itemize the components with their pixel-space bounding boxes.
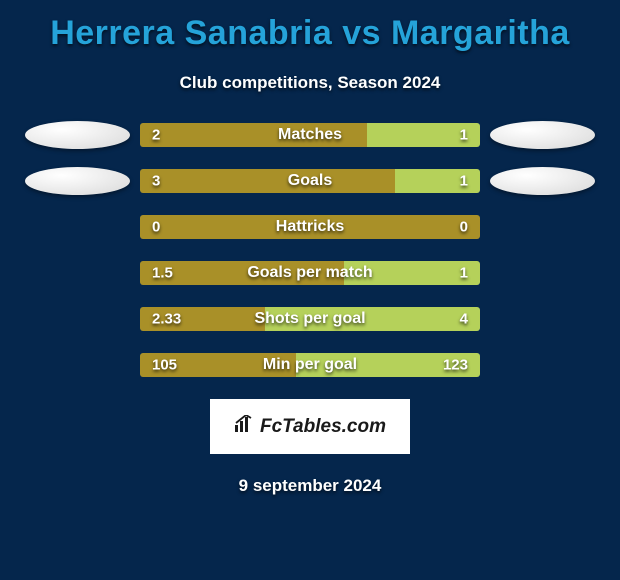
- stat-value-left: 3: [152, 173, 160, 190]
- stat-bar: 2 Matches 1: [140, 123, 480, 147]
- avatar-ellipse: [25, 167, 130, 195]
- stat-value-left: 2.33: [152, 311, 181, 328]
- stat-bar: 2.33 Shots per goal 4: [140, 307, 480, 331]
- stat-row: 105 Min per goal 123: [0, 353, 620, 377]
- subtitle: Club competitions, Season 2024: [0, 73, 620, 93]
- stat-row: 2.33 Shots per goal 4: [0, 307, 620, 331]
- stat-value-left: 1.5: [152, 265, 173, 282]
- stat-row: 2 Matches 1: [0, 123, 620, 147]
- avatar-spacer: [25, 261, 130, 285]
- page-title: Herrera Sanabria vs Margaritha: [0, 14, 620, 53]
- stat-bar: 105 Min per goal 123: [140, 353, 480, 377]
- stat-label: Goals per match: [247, 264, 372, 282]
- stat-bar: 0 Hattricks 0: [140, 215, 480, 239]
- infographic-container: Herrera Sanabria vs Margaritha Club comp…: [0, 0, 620, 496]
- avatar-spacer: [490, 353, 595, 377]
- stat-value-left: 105: [152, 357, 177, 374]
- stat-value-right: 1: [460, 173, 468, 190]
- stat-label: Hattricks: [276, 218, 344, 236]
- stat-value-right: 1: [460, 127, 468, 144]
- player2-avatar: [490, 169, 595, 193]
- stat-value-right: 1: [460, 265, 468, 282]
- stat-value-left: 2: [152, 127, 160, 144]
- stat-row: 3 Goals 1: [0, 169, 620, 193]
- stat-row: 0 Hattricks 0: [0, 215, 620, 239]
- avatar-spacer: [490, 307, 595, 331]
- avatar-spacer: [25, 353, 130, 377]
- stat-value-right: 0: [460, 219, 468, 236]
- avatar-spacer: [490, 215, 595, 239]
- stat-label: Min per goal: [263, 356, 357, 374]
- player2-avatar: [490, 123, 595, 147]
- stat-value-left: 0: [152, 219, 160, 236]
- avatar-spacer: [25, 215, 130, 239]
- player1-name: Herrera Sanabria: [50, 14, 332, 52]
- bar-left-fill: [140, 169, 395, 193]
- date: 9 september 2024: [0, 476, 620, 496]
- stat-bar: 3 Goals 1: [140, 169, 480, 193]
- stat-label: Shots per goal: [254, 310, 365, 328]
- stat-row: 1.5 Goals per match 1: [0, 261, 620, 285]
- logo-box: FcTables.com: [210, 399, 410, 454]
- logo-text: FcTables.com: [260, 416, 386, 438]
- stat-bar: 1.5 Goals per match 1: [140, 261, 480, 285]
- avatar-ellipse: [25, 121, 130, 149]
- avatar-ellipse: [490, 121, 595, 149]
- chart-icon: [234, 415, 256, 439]
- vs-text: vs: [342, 14, 381, 52]
- player1-avatar: [25, 123, 130, 147]
- player1-avatar: [25, 169, 130, 193]
- avatar-spacer: [25, 307, 130, 331]
- player2-name: Margaritha: [391, 14, 570, 52]
- stat-value-right: 4: [460, 311, 468, 328]
- stat-label: Goals: [288, 172, 332, 190]
- stats-rows: 2 Matches 1 3 Goals 1 0 Hattricks 0 1.5 Goals per …: [0, 123, 620, 377]
- logo: FcTables.com: [234, 415, 386, 439]
- stat-label: Matches: [278, 126, 342, 144]
- avatar-ellipse: [490, 167, 595, 195]
- avatar-spacer: [490, 261, 595, 285]
- stat-value-right: 123: [443, 357, 468, 374]
